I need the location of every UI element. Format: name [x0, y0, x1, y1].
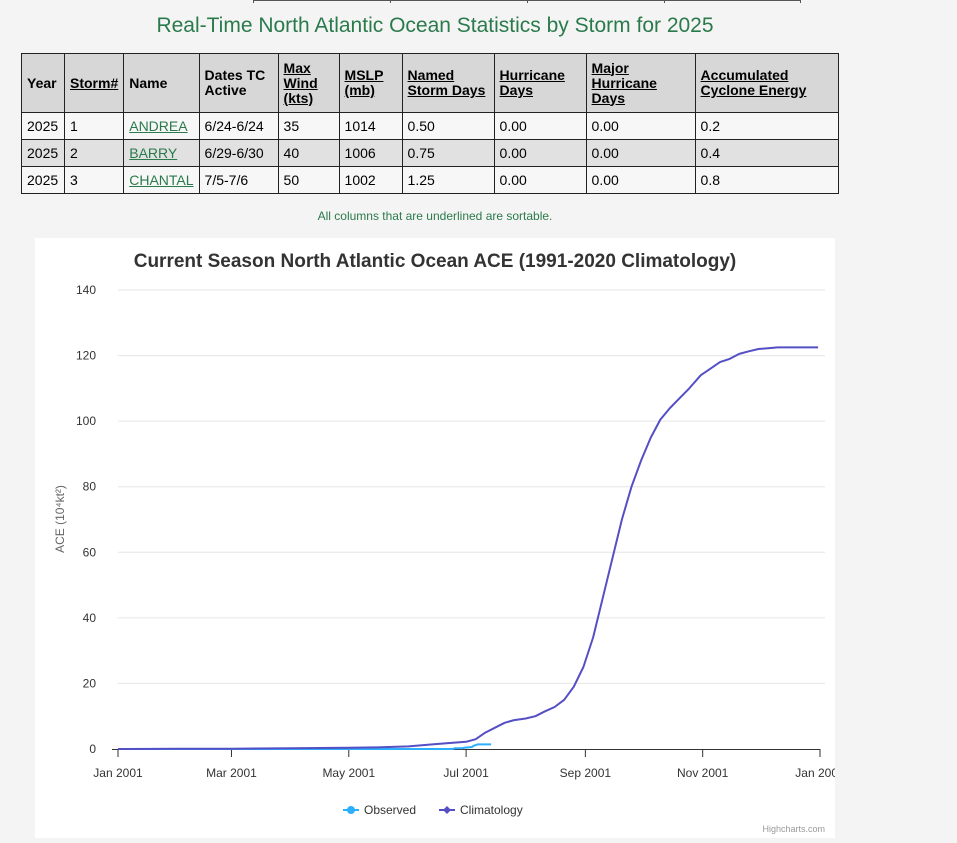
x-tick-label: Jan 2001 [93, 766, 143, 780]
cell-ace: 0.4 [694, 139, 839, 167]
series-line-climatology [117, 346, 819, 750]
legend-item-climatology[interactable]: Climatology [460, 803, 523, 817]
cell-max-wind: 35 [277, 112, 340, 140]
y-tick-label: 100 [76, 414, 96, 428]
cell-name: BARRY [123, 139, 200, 167]
table-header-row: Year Storm# Name Dates TC Active Max Win… [21, 53, 839, 113]
chart-svg: Current Season North Atlantic Ocean ACE … [53, 251, 835, 817]
x-tick-label: Sep 2001 [560, 766, 612, 780]
sortable-note: All columns that are underlined are sort… [317, 209, 553, 223]
y-tick-label: 140 [76, 283, 96, 297]
cell-dates: 7/5-7/6 [198, 166, 279, 194]
storm-link[interactable]: ANDREA [129, 118, 188, 134]
page-title: Real-Time North Atlantic Ocean Statistic… [156, 14, 714, 37]
cell-major-hurricane-days: 0.00 [585, 166, 696, 194]
header-named-storm-days[interactable]: Named Storm Days [401, 53, 495, 113]
legend-marker-diamond [443, 806, 451, 814]
cell-ace: 0.2 [694, 112, 839, 140]
x-tick-label: Jan 2002 [795, 766, 835, 780]
storm-stats-table: Year Storm# Name Dates TC Active Max Win… [21, 53, 839, 194]
cell-max-wind: 50 [277, 166, 340, 194]
storm-link[interactable]: BARRY [129, 145, 178, 161]
cell-hurricane-days: 0.00 [493, 112, 587, 140]
top-border [0, 0, 957, 14]
y-axis-label: ACE (10⁴kt²) [53, 485, 67, 553]
ace-chart: Current Season North Atlantic Ocean ACE … [35, 238, 835, 838]
header-storm-number[interactable]: Storm# [63, 53, 125, 113]
header-ace[interactable]: Accumulated Cyclone Energy [694, 53, 839, 113]
cell-hurricane-days: 0.00 [493, 139, 587, 167]
x-tick-label: Jul 2001 [443, 766, 489, 780]
table-row: 2025 2 BARRY 6/29-6/30 40 1006 0.75 0.00… [21, 139, 839, 167]
cell-mslp: 1014 [338, 112, 403, 140]
cell-ace: 0.8 [694, 166, 839, 194]
series-line-observed [118, 743, 492, 750]
header-mslp[interactable]: MSLP (mb) [338, 53, 403, 113]
cell-storm-number: 3 [63, 166, 125, 194]
x-tick-label: May 2001 [322, 766, 375, 780]
cell-max-wind: 40 [277, 139, 340, 167]
cell-name: ANDREA [123, 112, 200, 140]
header-name: Name [123, 53, 200, 113]
cell-name: CHANTAL [123, 166, 200, 194]
legend-item-observed[interactable]: Observed [364, 803, 416, 817]
y-tick-label: 20 [83, 676, 97, 690]
cell-storm-number: 2 [63, 139, 125, 167]
cell-year: 2025 [21, 166, 65, 194]
header-year: Year [21, 53, 65, 113]
storm-link[interactable]: CHANTAL [129, 172, 194, 188]
header-hurricane-days[interactable]: Hurricane Days [493, 53, 587, 113]
cell-mslp: 1006 [338, 139, 403, 167]
cell-major-hurricane-days: 0.00 [585, 139, 696, 167]
y-tick-label: 120 [76, 349, 96, 363]
legend-marker-circle [347, 806, 355, 814]
cell-dates: 6/29-6/30 [198, 139, 279, 167]
header-dates: Dates TC Active [198, 53, 279, 113]
cell-storm-number: 1 [63, 112, 125, 140]
cell-year: 2025 [21, 112, 65, 140]
y-tick-label: 0 [89, 742, 96, 756]
x-tick-label: Mar 2001 [206, 766, 257, 780]
cell-hurricane-days: 0.00 [493, 166, 587, 194]
cell-named-storm-days: 0.75 [401, 139, 495, 167]
y-tick-label: 60 [83, 545, 97, 559]
cell-major-hurricane-days: 0.00 [585, 112, 696, 140]
cell-dates: 6/24-6/24 [198, 112, 279, 140]
cell-named-storm-days: 0.50 [401, 112, 495, 140]
cell-named-storm-days: 1.25 [401, 166, 495, 194]
x-tick-label: Nov 2001 [677, 766, 729, 780]
y-tick-label: 40 [83, 611, 97, 625]
chart-credit[interactable]: Highcharts.com [762, 824, 825, 834]
table-row: 2025 1 ANDREA 6/24-6/24 35 1014 0.50 0.0… [21, 112, 839, 140]
cell-year: 2025 [21, 139, 65, 167]
chart-title: Current Season North Atlantic Ocean ACE … [134, 251, 737, 272]
table-row: 2025 3 CHANTAL 7/5-7/6 50 1002 1.25 0.00… [21, 166, 839, 194]
header-major-hurricane-days[interactable]: Major Hurricane Days [585, 53, 696, 113]
y-tick-label: 80 [83, 480, 97, 494]
cell-mslp: 1002 [338, 166, 403, 194]
header-max-wind[interactable]: Max Wind (kts) [277, 53, 340, 113]
